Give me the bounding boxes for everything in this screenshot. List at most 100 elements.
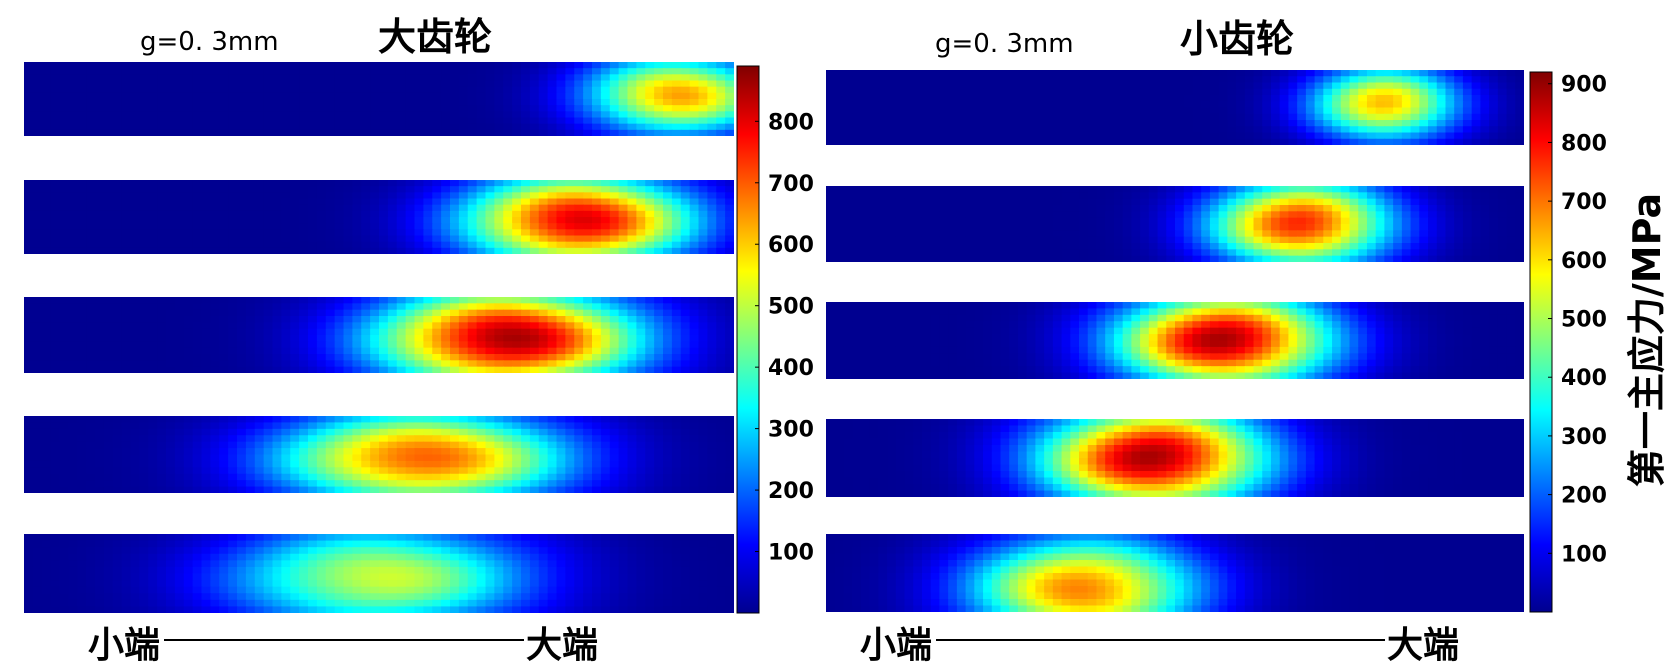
heatmap-cell xyxy=(707,297,718,305)
heatmap-cell xyxy=(228,105,238,113)
heatmap-cell xyxy=(32,328,43,336)
heatmap-cell xyxy=(432,198,442,206)
heatmap-cell xyxy=(618,297,629,305)
heatmap-cell xyxy=(556,117,567,125)
heatmap-cell xyxy=(254,316,265,324)
heatmap-cell xyxy=(245,599,256,608)
heatmap-cell xyxy=(343,553,354,562)
heatmap-cell xyxy=(201,540,212,548)
heatmap-cell xyxy=(1445,70,1456,78)
heatmap-cell xyxy=(86,235,96,243)
heatmap-cell xyxy=(707,247,718,254)
heatmap-cell xyxy=(645,460,655,469)
heatmap-cell xyxy=(183,123,194,131)
heatmap-cell xyxy=(272,428,283,437)
heatmap-cell xyxy=(1105,70,1115,78)
heatmap-cell xyxy=(245,241,256,249)
heatmap-cell xyxy=(521,460,531,469)
heatmap-cell xyxy=(645,593,655,601)
heatmap-cell xyxy=(1079,70,1089,78)
heatmap-cell xyxy=(583,553,593,562)
heatmap-cell xyxy=(592,422,602,430)
heatmap-cell xyxy=(423,441,434,449)
heatmap-cell xyxy=(139,322,150,330)
heatmap-cell xyxy=(707,74,718,82)
heatmap-cell xyxy=(609,198,620,206)
heatmap-cell xyxy=(139,204,150,212)
heatmap-cell xyxy=(698,309,709,317)
heatmap-cell xyxy=(556,460,567,469)
heatmap-cell xyxy=(441,316,451,324)
heatmap-cell xyxy=(130,80,141,88)
heatmap-cell xyxy=(671,241,682,249)
heatmap-cell xyxy=(450,217,460,224)
heatmap-cell xyxy=(1384,76,1394,84)
heatmap-cell xyxy=(991,76,1002,84)
heatmap-cell xyxy=(627,573,638,581)
heatmap-cell xyxy=(414,441,425,449)
heatmap-cell xyxy=(370,92,380,100)
heatmap-cell xyxy=(228,117,238,125)
heatmap-cell xyxy=(263,86,274,94)
heatmap-cell xyxy=(600,593,611,601)
heatmap-cell xyxy=(654,599,664,608)
heatmap-cell xyxy=(245,480,256,488)
heatmap-cell xyxy=(254,428,265,437)
heatmap-cell xyxy=(521,534,531,542)
heatmap-cell xyxy=(370,322,380,330)
heatmap-cell xyxy=(68,467,79,475)
heatmap-cell xyxy=(574,297,584,305)
heatmap-cell xyxy=(707,347,718,355)
heatmap-cell xyxy=(600,198,611,206)
heatmap-cell xyxy=(192,416,203,424)
heatmap-cell xyxy=(467,448,478,456)
heatmap-cell xyxy=(716,297,726,305)
heatmap-cell xyxy=(210,223,221,231)
heatmap-cell xyxy=(157,99,167,106)
strip-left-2 xyxy=(24,180,734,254)
heatmap-cell xyxy=(689,247,700,254)
heatmap-cell xyxy=(254,186,265,194)
heatmap-cell xyxy=(272,586,283,595)
heatmap-cell xyxy=(192,241,203,249)
heatmap-cell xyxy=(494,467,505,475)
heatmap-cell xyxy=(1087,76,1098,84)
heatmap-cell xyxy=(387,198,398,206)
heatmap-cell xyxy=(32,322,43,330)
heatmap-cell xyxy=(139,74,150,82)
heatmap-cell xyxy=(352,593,363,601)
heatmap-cell xyxy=(219,229,229,237)
heatmap-cell xyxy=(467,217,478,224)
heatmap-cell xyxy=(103,448,114,456)
heatmap-cell xyxy=(529,123,540,131)
heatmap-cell xyxy=(325,416,336,424)
heatmap-cell xyxy=(334,354,345,362)
heatmap-cell xyxy=(148,316,158,324)
heatmap-cell xyxy=(157,473,167,481)
heatmap-cell xyxy=(219,599,229,608)
heatmap-cell xyxy=(245,422,256,430)
heatmap-cell xyxy=(316,235,327,243)
heatmap-cell xyxy=(130,441,141,449)
heatmap-cell xyxy=(166,241,176,249)
heatmap-cell xyxy=(68,123,79,131)
heatmap-cell xyxy=(680,297,691,305)
heatmap-cell xyxy=(130,593,141,601)
heatmap-cell xyxy=(467,328,478,336)
heatmap-cell xyxy=(441,297,451,305)
heatmap-cell xyxy=(263,416,274,424)
heatmap-cell xyxy=(281,566,292,575)
heatmap-cell xyxy=(503,247,513,254)
heatmap-cell xyxy=(112,303,123,311)
heatmap-cell xyxy=(583,547,593,555)
heatmap-cell xyxy=(609,316,620,324)
heatmap-cell xyxy=(370,480,380,488)
heatmap-cell xyxy=(503,229,513,237)
heatmap-cell xyxy=(547,540,558,548)
heatmap-cell xyxy=(387,428,398,437)
heatmap-cell xyxy=(361,360,371,368)
heatmap-cell xyxy=(432,210,442,218)
heatmap-cell xyxy=(103,328,114,336)
heatmap-cell xyxy=(237,428,247,437)
heatmap-cell xyxy=(112,547,123,555)
